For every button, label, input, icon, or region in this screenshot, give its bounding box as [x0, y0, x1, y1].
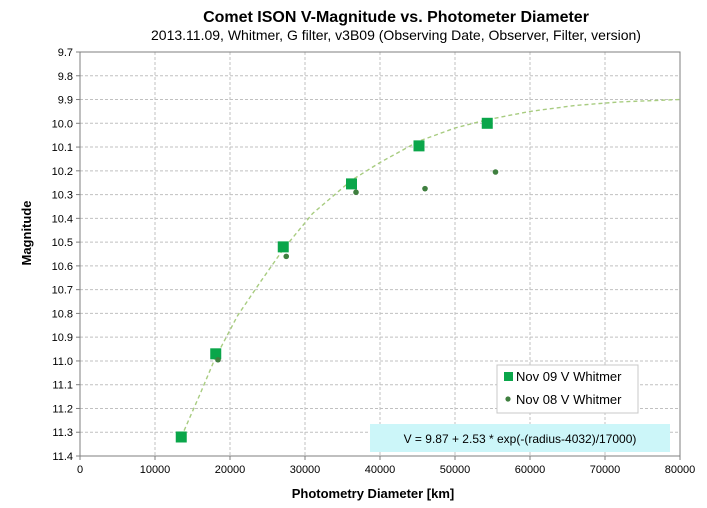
y-tick-label-7: 10.4 [52, 213, 73, 225]
x-tick-label-3: 30000 [290, 464, 321, 476]
point-nov08-0 [215, 356, 221, 363]
point-nov08-1 [283, 253, 290, 260]
x-tick-label-0: 0 [77, 464, 83, 476]
point-nov09-4 [413, 140, 425, 152]
y-tick-label-2: 9.9 [58, 95, 73, 107]
data-series [175, 117, 499, 443]
y-tick-label-1: 9.8 [58, 71, 73, 83]
y-tick-label-15: 11.2 [52, 403, 73, 415]
y-tick-label-4: 10.1 [52, 142, 73, 154]
fit-equation-text: V = 9.87 + 2.53 * exp(-(radius-4032)/170… [404, 432, 637, 446]
y-tick-label-17: 11.4 [52, 451, 73, 463]
y-axis-ticks: 9.7 9.8 9.9 10.0 10.1 10.2 10.3 10.4 10.5 10.6 10.… [52, 47, 80, 463]
point-nov09-2 [277, 241, 289, 253]
y-tick-label-16: 11.3 [52, 427, 73, 439]
x-tick-label-2: 20000 [215, 464, 246, 476]
x-tick-label-5: 50000 [440, 464, 471, 476]
chart-subtitle: 2013.11.09, Whitmer, G filter, v3B09 (Ob… [151, 27, 641, 43]
x-tick-label-4: 40000 [365, 464, 396, 476]
fit-equation-box [370, 424, 670, 452]
y-tick-label-3: 10.0 [52, 118, 73, 130]
legend-marker-nov09 [504, 372, 513, 381]
chart-title: Comet ISON V-Magnitude vs. Photometer Di… [203, 9, 589, 26]
x-tick-label-7: 70000 [590, 464, 621, 476]
point-nov08-4 [492, 169, 499, 175]
legend-marker-nov08 [505, 396, 511, 402]
x-axis-label: Photometry Diameter [km] [292, 486, 455, 501]
point-nov08-2 [353, 189, 359, 196]
x-tick-label-6: 60000 [515, 464, 546, 476]
y-tick-label-8: 10.5 [52, 237, 73, 249]
y-tick-label-6: 10.3 [52, 190, 73, 202]
y-tick-label-12: 10.9 [52, 332, 73, 344]
y-tick-label-5: 10.2 [52, 166, 73, 178]
y-tick-label-11: 10.8 [52, 308, 73, 320]
fit-curve-layer [180, 98, 681, 438]
legend: Nov 09 V Whitmer Nov 08 V Whitmer [496, 364, 639, 414]
y-tick-label-14: 11.1 [52, 380, 73, 392]
y-axis-label: Magnitude [19, 201, 34, 266]
x-tick-label-8: 80000 [665, 464, 696, 476]
point-nov09-1 [210, 348, 222, 360]
x-tick-label-1: 10000 [140, 464, 171, 476]
fit-equation-annotation: V = 9.87 + 2.53 * exp(-(radius-4032)/170… [370, 424, 670, 452]
legend-box [496, 364, 639, 414]
y-tick-label-13: 11.0 [52, 356, 73, 368]
point-nov09-5 [481, 117, 493, 129]
y-tick-label-10: 10.7 [52, 285, 73, 297]
point-nov08-3 [422, 185, 428, 192]
point-nov09-3 [346, 178, 357, 190]
legend-label-nov08: Nov 08 V Whitmer [516, 392, 622, 407]
y-tick-label-9: 10.6 [52, 261, 73, 273]
fit-curve [180, 98, 681, 438]
point-nov09-0 [175, 431, 187, 443]
x-axis-ticks: 0 10000 20000 30000 40000 50000 60000 70000 8000… [77, 456, 695, 476]
legend-label-nov09: Nov 09 V Whitmer [516, 369, 622, 384]
y-tick-label-0: 9.7 [58, 47, 73, 59]
